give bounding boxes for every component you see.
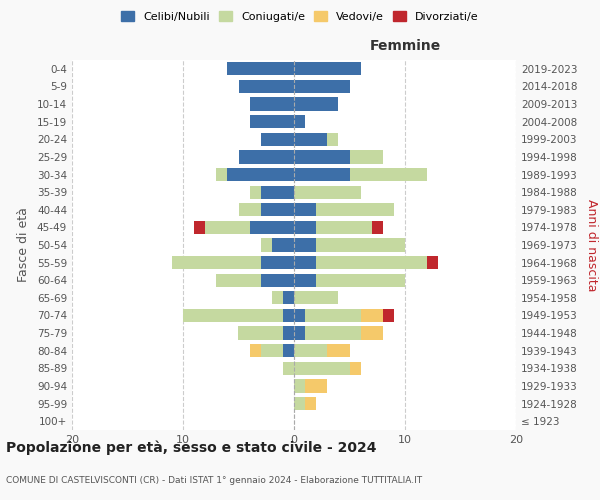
Bar: [294, 132, 328, 146]
Bar: [316, 256, 427, 269]
Bar: [260, 238, 272, 252]
Bar: [294, 274, 316, 287]
Bar: [294, 256, 316, 269]
Bar: [272, 291, 283, 304]
Bar: [294, 150, 349, 164]
Bar: [305, 309, 361, 322]
Bar: [294, 326, 305, 340]
Bar: [294, 168, 349, 181]
Bar: [294, 380, 305, 392]
Bar: [294, 344, 328, 358]
Bar: [227, 168, 294, 181]
Bar: [316, 221, 372, 234]
Bar: [205, 221, 250, 234]
Bar: [250, 98, 294, 110]
Bar: [294, 238, 316, 252]
Bar: [294, 221, 316, 234]
Bar: [361, 309, 383, 322]
Bar: [260, 256, 294, 269]
Bar: [328, 132, 338, 146]
Text: Femmine: Femmine: [370, 38, 440, 52]
Bar: [227, 62, 294, 76]
Bar: [305, 397, 316, 410]
Bar: [172, 256, 260, 269]
Bar: [372, 221, 383, 234]
Bar: [328, 344, 349, 358]
Bar: [260, 274, 294, 287]
Bar: [194, 221, 205, 234]
Y-axis label: Anni di nascita: Anni di nascita: [584, 198, 598, 291]
Text: Popolazione per età, sesso e stato civile - 2024: Popolazione per età, sesso e stato civil…: [6, 440, 377, 455]
Bar: [294, 80, 349, 93]
Bar: [283, 309, 294, 322]
Legend: Celibi/Nubili, Coniugati/e, Vedovi/e, Divorziati/e: Celibi/Nubili, Coniugati/e, Vedovi/e, Di…: [118, 8, 482, 25]
Bar: [294, 397, 305, 410]
Bar: [294, 98, 338, 110]
Bar: [283, 291, 294, 304]
Bar: [283, 344, 294, 358]
Bar: [283, 362, 294, 375]
Bar: [383, 309, 394, 322]
Bar: [349, 150, 383, 164]
Bar: [283, 326, 294, 340]
Bar: [294, 186, 361, 198]
Bar: [305, 326, 361, 340]
Text: COMUNE DI CASTELVISCONTI (CR) - Dati ISTAT 1° gennaio 2024 - Elaborazione TUTTIT: COMUNE DI CASTELVISCONTI (CR) - Dati IST…: [6, 476, 422, 485]
Bar: [216, 274, 260, 287]
Bar: [316, 274, 405, 287]
Bar: [305, 380, 328, 392]
Bar: [216, 168, 227, 181]
Bar: [427, 256, 439, 269]
Bar: [250, 186, 260, 198]
Bar: [294, 62, 361, 76]
Bar: [239, 150, 294, 164]
Bar: [316, 238, 405, 252]
Bar: [294, 309, 305, 322]
Bar: [260, 344, 283, 358]
Bar: [250, 115, 294, 128]
Bar: [294, 203, 316, 216]
Bar: [239, 203, 260, 216]
Bar: [294, 115, 305, 128]
Bar: [294, 291, 338, 304]
Bar: [239, 80, 294, 93]
Y-axis label: Fasce di età: Fasce di età: [17, 208, 30, 282]
Bar: [316, 203, 394, 216]
Bar: [250, 344, 260, 358]
Bar: [349, 362, 361, 375]
Bar: [250, 221, 294, 234]
Bar: [238, 326, 283, 340]
Bar: [183, 309, 283, 322]
Bar: [361, 326, 383, 340]
Bar: [272, 238, 294, 252]
Bar: [260, 203, 294, 216]
Bar: [260, 186, 294, 198]
Bar: [294, 362, 349, 375]
Bar: [349, 168, 427, 181]
Bar: [260, 132, 294, 146]
